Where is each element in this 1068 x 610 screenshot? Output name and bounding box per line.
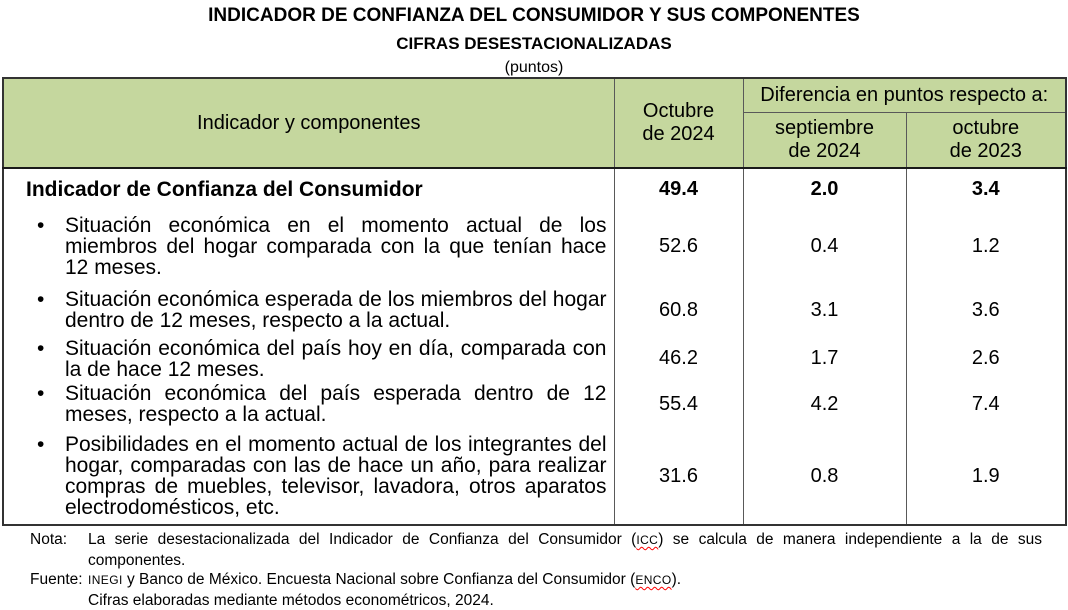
row-diff-year-value: 2.6 (906, 337, 1066, 380)
page-title: INDICADOR DE CONFIANZA DEL CONSUMIDOR Y … (0, 0, 1068, 27)
row-label-cell: • Posibilidades en el momento actual de … (3, 428, 614, 525)
table-row: • Situación económica en el momento actu… (3, 210, 1066, 283)
row-label: Situación económica del país esperada de… (65, 383, 614, 425)
header-current-month: Octubre de 2024 (614, 78, 743, 168)
row-current-value: 60.8 (614, 283, 743, 337)
row-diff-year-value: 1.9 (906, 428, 1066, 525)
header-prev-month-line2: de 2024 (744, 140, 906, 163)
enco-acronym: ENCO (635, 573, 671, 587)
nota-label: Nota: (30, 530, 88, 550)
header-prev-year-line2: de 2023 (907, 140, 1066, 163)
fuente-line1: INEGI y Banco de México. Encuesta Nacion… (88, 570, 1042, 591)
table-row: • Situación económica del país hoy en dí… (3, 337, 1066, 380)
header-current-month-line2: de 2024 (615, 123, 743, 146)
row-diff-year-value: 3.4 (906, 168, 1066, 210)
header-prev-year-line1: octubre (907, 117, 1066, 140)
fuente-label: Fuente: (30, 570, 88, 590)
header-current-month-line1: Octubre (615, 100, 743, 123)
row-diff-month-value: 2.0 (743, 168, 906, 210)
table-row: • Situación económica esperada de los mi… (3, 283, 1066, 337)
unit-label: (puntos) (0, 59, 1068, 77)
page-subtitle: CIFRAS DESESTACIONALIZADAS (0, 34, 1068, 54)
bullet-icon: • (4, 289, 65, 310)
row-label: Posibilidades en el momento actual de lo… (65, 434, 614, 518)
nota-line1: La serie desestacionalizada del Indicado… (88, 530, 1042, 551)
header-prev-month: septiembre de 2024 (743, 112, 906, 168)
icc-acronym: ICC (636, 533, 658, 547)
footnotes: Nota: La serie desestacionalizada del In… (30, 530, 1042, 610)
row-diff-month-value: 4.2 (743, 380, 906, 428)
bullet-icon: • (4, 338, 65, 359)
bullet-icon: • (4, 383, 65, 404)
nota-body: La serie desestacionalizada del Indicado… (88, 530, 1042, 570)
fuente-text: ). (672, 571, 681, 588)
table-row-icc: Indicador de Confianza del Consumidor 49… (3, 168, 1066, 210)
row-diff-month-value: 1.7 (743, 337, 906, 380)
row-label-cell: • Situación económica del país esperada … (3, 380, 614, 428)
row-diff-year-value: 1.2 (906, 210, 1066, 283)
row-diff-month-value: 0.8 (743, 428, 906, 525)
indicator-table: Indicador y componentes Octubre de 2024 … (2, 77, 1067, 526)
row-label: Situación económica en el momento actual… (65, 215, 614, 278)
row-current-value: 52.6 (614, 210, 743, 283)
fuente-line2: Cifras elaboradas mediante métodos econo… (88, 591, 1042, 610)
nota-line2: componentes. (88, 551, 1042, 571)
inegi-acronym: INEGI (88, 573, 123, 587)
row-current-value: 55.4 (614, 380, 743, 428)
row-label-cell: • Situación económica del país hoy en dí… (3, 337, 614, 380)
row-label: Indicador de Confianza del Consumidor (3, 168, 614, 210)
note-nota: Nota: La serie desestacionalizada del In… (30, 530, 1042, 570)
header-diff-group: Diferencia en puntos respecto a: (743, 78, 1066, 112)
row-diff-year-value: 3.6 (906, 283, 1066, 337)
fuente-body: INEGI y Banco de México. Encuesta Nacion… (88, 570, 1042, 610)
header-prev-month-line1: septiembre (744, 117, 906, 140)
row-diff-year-value: 7.4 (906, 380, 1066, 428)
table-row: • Situación económica del país esperada … (3, 380, 1066, 428)
row-label: Situación económica esperada de los miem… (65, 289, 614, 331)
row-label: Situación económica del país hoy en día,… (65, 338, 614, 380)
nota-text: ) se calcula de manera independiente a l… (658, 531, 1042, 548)
bullet-icon: • (4, 434, 65, 455)
row-diff-month-value: 3.1 (743, 283, 906, 337)
nota-text: La serie desestacionalizada del Indicado… (88, 531, 636, 548)
fuente-text: y Banco de México. Encuesta Nacional sob… (123, 571, 636, 588)
row-label-cell: • Situación económica esperada de los mi… (3, 283, 614, 337)
row-label-cell: • Situación económica en el momento actu… (3, 210, 614, 283)
row-diff-month-value: 0.4 (743, 210, 906, 283)
row-current-value: 31.6 (614, 428, 743, 525)
header-indicator-components: Indicador y componentes (3, 78, 614, 168)
row-current-value: 49.4 (614, 168, 743, 210)
table-row: • Posibilidades en el momento actual de … (3, 428, 1066, 525)
bullet-icon: • (4, 215, 65, 236)
note-fuente: Fuente: INEGI y Banco de México. Encuest… (30, 570, 1042, 610)
row-current-value: 46.2 (614, 337, 743, 380)
header-prev-year: octubre de 2023 (906, 112, 1066, 168)
